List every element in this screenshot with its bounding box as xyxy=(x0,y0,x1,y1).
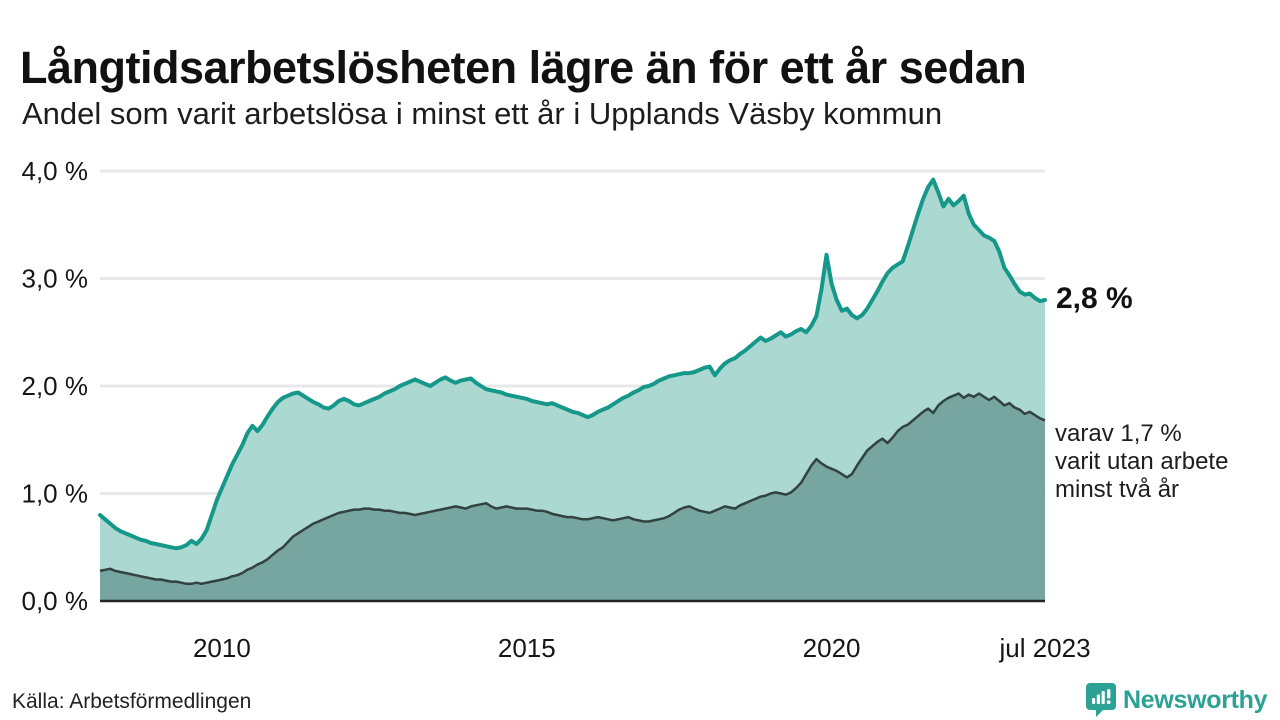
y-axis-label: 2,0 % xyxy=(22,371,89,401)
series2-area xyxy=(100,393,1045,601)
page-subtitle: Andel som varit arbetslösa i minst ett å… xyxy=(22,96,943,131)
y-axis-label: 4,0 % xyxy=(22,156,89,186)
x-axis-label: 2015 xyxy=(498,633,556,663)
x-axis-label: 2010 xyxy=(193,633,251,663)
y-axis-label: 0,0 % xyxy=(22,586,89,616)
series2-annotation-line1: varav 1,7 % xyxy=(1055,420,1182,447)
series1-line xyxy=(98,177,1047,551)
x-axis-label: jul 2023 xyxy=(998,633,1090,663)
newsworthy-logo-text: Newsworthy xyxy=(1123,685,1268,714)
series1-area xyxy=(100,179,1045,584)
series2-annotation-line2: varit utan arbete xyxy=(1055,448,1229,475)
x-axis-label: 2020 xyxy=(803,633,861,663)
series2-annotation: varav 1,7 % varit utan arbete minst två … xyxy=(1055,420,1228,504)
y-axis-label: 3,0 % xyxy=(22,264,89,294)
series1-end-value-label: 2,8 % xyxy=(1056,282,1133,315)
page-title: Långtidsarbetslösheten lägre än för ett … xyxy=(20,42,1027,94)
y-axis-label: 1,0 % xyxy=(22,479,89,509)
series2-line xyxy=(99,392,1046,586)
newsworthy-logo-icon xyxy=(1086,683,1116,717)
series2-annotation-line3: minst två år xyxy=(1055,476,1180,503)
source-label: Källa: Arbetsförmedlingen xyxy=(12,690,252,713)
newsworthy-logo: Newsworthy xyxy=(1086,683,1268,717)
